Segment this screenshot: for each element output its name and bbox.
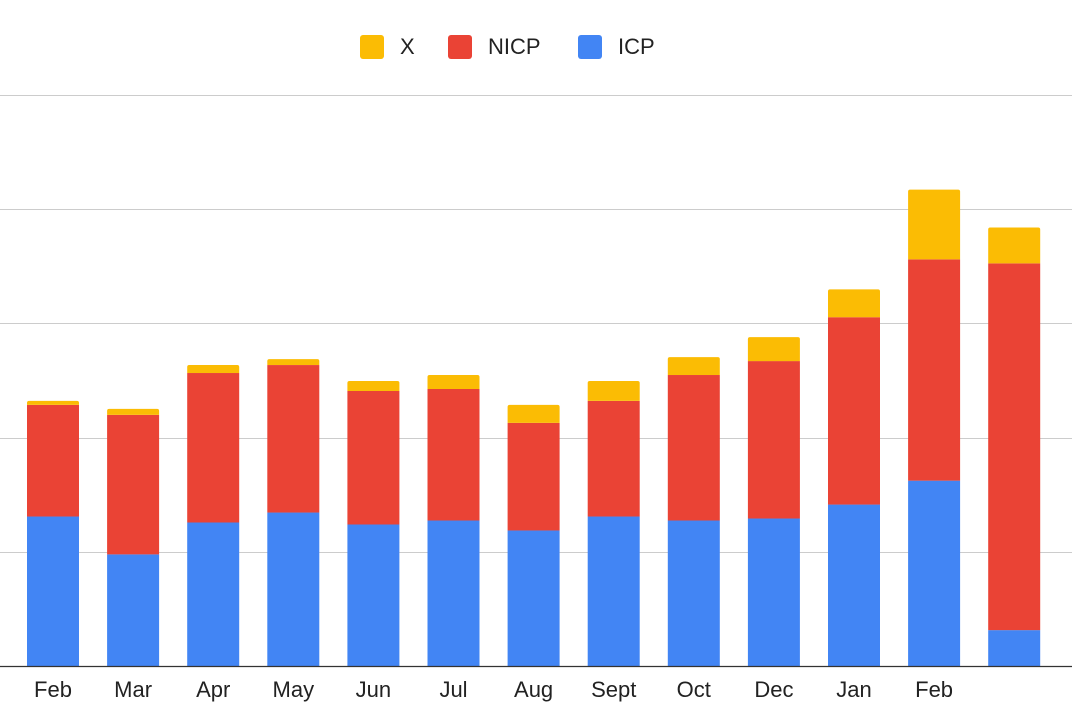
bars: [27, 189, 1041, 666]
bar-x-6: [507, 404, 560, 423]
bar-x-4: [347, 380, 400, 391]
bar-nicp-5: [427, 388, 480, 521]
bar-icp-11: [908, 480, 961, 666]
bar-nicp-12: [988, 263, 1041, 631]
bar-x-8: [667, 357, 720, 376]
bar-icp-5: [427, 520, 480, 666]
legend: X NICP ICP: [360, 34, 655, 59]
x-tick-label-11: Feb: [915, 677, 953, 702]
x-axis-tick-labels: Feb Mar Apr May Jun Jul Aug Sept Oct Dec Jan Feb: [34, 677, 953, 702]
x-tick-label-10: Jan: [836, 677, 871, 702]
bar-icp-10: [828, 504, 880, 666]
bar-x-9: [747, 337, 800, 362]
bar-x-0: [27, 400, 79, 405]
bar-x-11: [908, 189, 961, 260]
legend-swatch-nicp: [448, 35, 472, 59]
bar-nicp-9: [747, 361, 800, 519]
bar-icp-4: [347, 524, 400, 666]
bar-nicp-0: [27, 404, 79, 517]
bar-x-3: [267, 359, 320, 366]
bar-nicp-2: [187, 373, 240, 523]
bar-icp-9: [747, 518, 800, 666]
bar-nicp-11: [908, 259, 961, 481]
bar-x-1: [107, 408, 160, 415]
bar-icp-1: [107, 554, 160, 666]
bar-icp-12: [988, 630, 1041, 666]
bar-x-5: [427, 375, 480, 389]
bar-x-2: [187, 365, 240, 374]
x-tick-label-5: Jul: [439, 677, 467, 702]
bar-icp-2: [187, 522, 240, 666]
legend-label-icp: ICP: [618, 34, 655, 59]
bar-icp-0: [27, 516, 79, 666]
x-tick-label-7: Sept: [591, 677, 636, 702]
gridlines: [0, 95, 1072, 553]
x-tick-label-8: Oct: [677, 677, 711, 702]
x-tick-label-3: May: [273, 677, 315, 702]
bar-nicp-3: [267, 365, 320, 513]
bar-x-12: [988, 227, 1041, 264]
x-tick-label-6: Aug: [514, 677, 553, 702]
bar-nicp-7: [587, 400, 640, 517]
legend-label-x: X: [400, 34, 415, 59]
bar-x-10: [828, 289, 880, 318]
bar-x-7: [587, 380, 640, 401]
bar-nicp-1: [107, 414, 160, 555]
x-tick-label-0: Feb: [34, 677, 72, 702]
legend-swatch-icp: [578, 35, 602, 59]
x-tick-label-1: Mar: [114, 677, 152, 702]
legend-swatch-x: [360, 35, 384, 59]
bar-nicp-6: [507, 422, 560, 531]
bar-nicp-8: [667, 375, 720, 521]
x-tick-label-2: Apr: [196, 677, 230, 702]
bar-icp-8: [667, 520, 720, 666]
bar-nicp-10: [828, 317, 880, 505]
legend-label-nicp: NICP: [488, 34, 541, 59]
bar-icp-3: [267, 512, 320, 666]
x-tick-label-9: Dec: [754, 677, 793, 702]
bar-nicp-4: [347, 390, 400, 525]
bar-icp-7: [587, 516, 640, 666]
x-tick-label-4: Jun: [356, 677, 391, 702]
bar-icp-6: [507, 530, 560, 666]
